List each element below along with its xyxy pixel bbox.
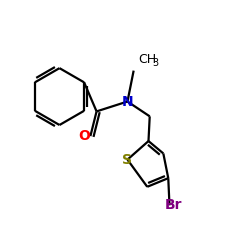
- Text: 3: 3: [152, 58, 158, 68]
- Text: N: N: [122, 94, 133, 108]
- Text: S: S: [122, 152, 132, 166]
- Text: CH: CH: [138, 53, 157, 66]
- Text: Br: Br: [165, 198, 183, 212]
- Text: O: O: [78, 129, 90, 143]
